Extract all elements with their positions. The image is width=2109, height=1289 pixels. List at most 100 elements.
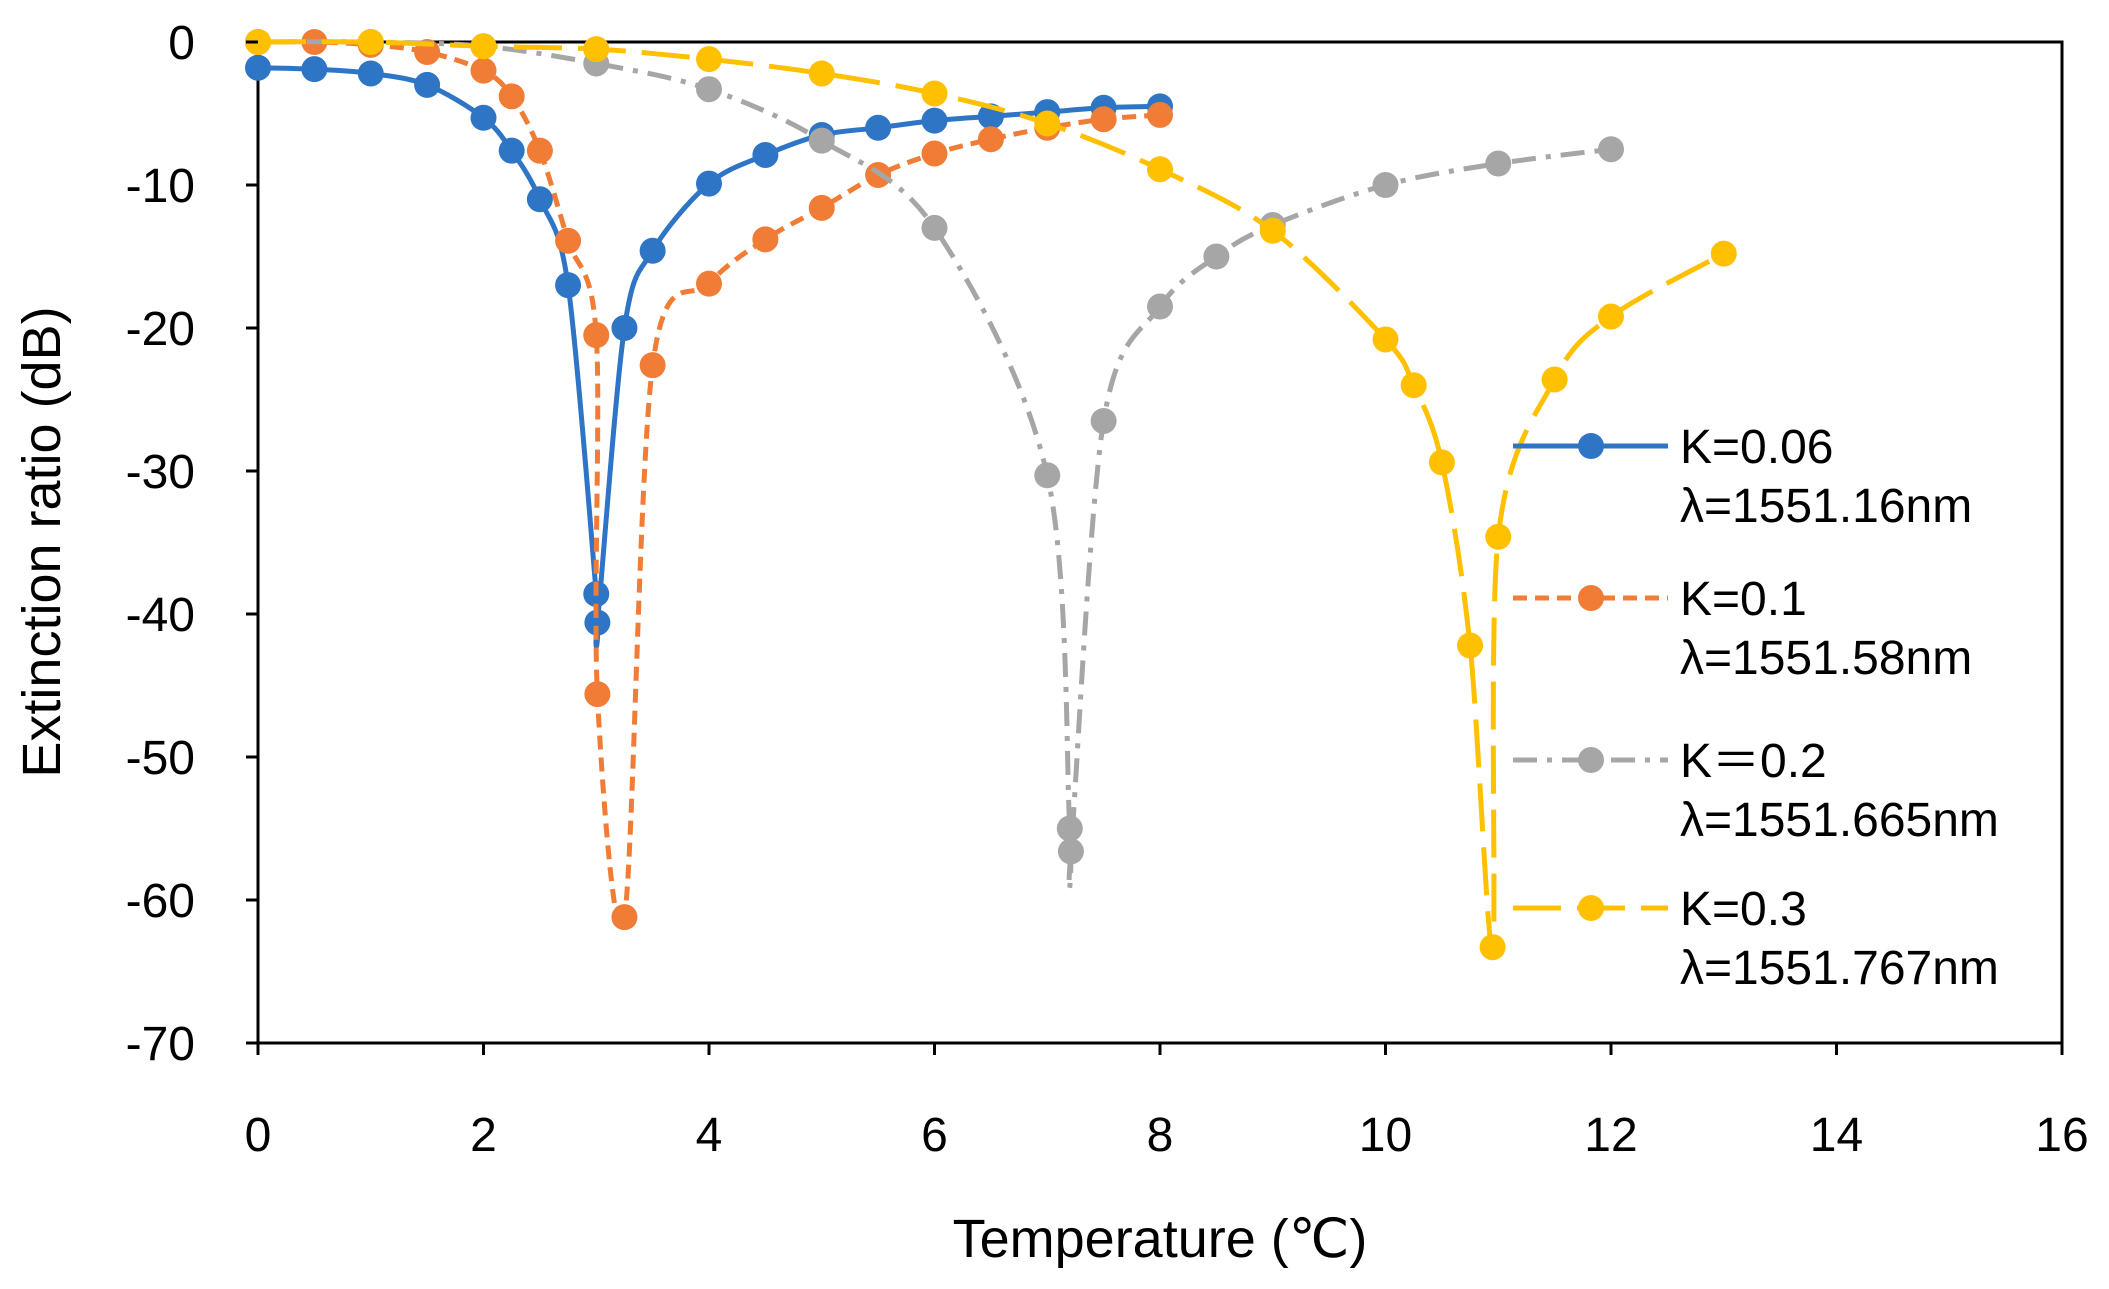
legend-label: K＝0.2 — [1680, 735, 1827, 788]
data-point — [1147, 156, 1173, 183]
data-point — [921, 107, 948, 134]
data-point — [1485, 523, 1512, 550]
legend-label: K=0.3 — [1680, 883, 1807, 936]
data-point — [357, 60, 384, 87]
data-point — [1710, 240, 1737, 267]
x-tick-label: 16 — [2035, 1109, 2088, 1162]
data-point — [696, 46, 722, 73]
series-4 — [245, 29, 1737, 961]
data-point — [1147, 101, 1173, 128]
y-tick-label: -10 — [126, 160, 195, 213]
legend-swatch-marker — [1578, 433, 1604, 459]
y-axis-title: Extinction ratio (dB) — [12, 306, 72, 777]
data-point — [808, 194, 835, 221]
y-tick-label: -20 — [126, 303, 195, 356]
legend-entry-1: K=0.06 λ=1551.16nm — [1513, 421, 1972, 533]
x-tick-label: 10 — [1359, 1109, 1412, 1162]
series-line — [257, 39, 1612, 892]
data-point — [752, 141, 779, 168]
data-point — [1541, 366, 1568, 393]
data-point — [1057, 838, 1084, 865]
data-point — [555, 227, 582, 254]
series-line — [257, 39, 1725, 951]
data-point — [470, 57, 497, 84]
data-point — [1090, 106, 1117, 133]
data-point — [498, 137, 525, 164]
data-point — [1372, 172, 1399, 198]
data-point — [921, 140, 948, 167]
legend-entry-2: K=0.1 λ=1551.58nm — [1513, 573, 1972, 685]
data-point — [1147, 293, 1173, 320]
legend-swatch-marker — [1578, 895, 1604, 921]
legend-sublabel: λ=1551.665nm — [1680, 794, 1999, 847]
data-point — [1428, 449, 1455, 476]
x-tick-label: 14 — [1810, 1109, 1863, 1162]
data-point — [526, 186, 553, 213]
legend-sublabel: λ=1551.16nm — [1680, 480, 1972, 533]
data-point — [752, 226, 779, 253]
series-layer — [245, 29, 1737, 961]
x-axis-ticks: 0 2 4 6 8 10 12 14 16 — [245, 1043, 2089, 1162]
series-1 — [245, 54, 1173, 649]
legend: K=0.06 λ=1551.16nm K=0.1 λ=1551.58nm K＝0.2 λ=… — [1513, 421, 1999, 995]
data-point — [696, 270, 722, 297]
data-point — [1259, 217, 1286, 244]
x-tick-label: 0 — [245, 1109, 272, 1162]
x-tick-label: 4 — [696, 1109, 723, 1162]
series-line — [257, 65, 1161, 649]
data-point — [1598, 303, 1624, 330]
data-point — [357, 29, 384, 55]
legend-entry-4: K=0.3 λ=1551.767nm — [1513, 883, 1999, 995]
data-point — [526, 137, 553, 164]
data-point — [1400, 372, 1427, 399]
data-point — [1034, 110, 1061, 137]
data-point — [977, 126, 1004, 153]
legend-swatch-marker — [1578, 747, 1604, 773]
data-point — [921, 214, 948, 241]
data-point — [808, 127, 835, 154]
x-axis-title: Temperature (℃) — [953, 1209, 1368, 1269]
legend-label: K=0.1 — [1680, 573, 1807, 626]
data-point — [921, 80, 948, 107]
series-2 — [245, 29, 1173, 931]
data-point — [584, 609, 611, 636]
legend-sublabel: λ=1551.58nm — [1680, 632, 1972, 685]
data-point — [584, 681, 611, 708]
legend-label: K=0.06 — [1680, 421, 1833, 474]
y-tick-label: -40 — [126, 589, 195, 642]
data-point — [1479, 934, 1506, 961]
y-axis-ticks: 0 -10 -20 -30 -40 -50 -60 -70 — [126, 17, 258, 1071]
data-point — [696, 76, 722, 103]
data-point — [498, 83, 525, 110]
y-tick-label: -60 — [126, 875, 195, 928]
x-tick-label: 2 — [470, 1109, 497, 1162]
legend-sublabel: λ=1551.767nm — [1680, 942, 1999, 995]
x-tick-label: 8 — [1147, 1109, 1174, 1162]
data-point — [583, 36, 610, 63]
data-point — [1485, 150, 1512, 177]
data-point — [639, 237, 666, 264]
data-point — [1034, 462, 1061, 489]
y-tick-label: 0 — [168, 17, 195, 70]
data-point — [470, 104, 497, 131]
data-point — [414, 71, 441, 98]
x-tick-label: 12 — [1584, 1109, 1637, 1162]
data-point — [555, 272, 582, 299]
data-point — [470, 33, 497, 60]
data-point — [611, 904, 638, 931]
data-point — [611, 315, 638, 341]
legend-swatch-marker — [1578, 585, 1604, 611]
y-tick-label: -30 — [126, 446, 195, 499]
data-point — [583, 322, 610, 349]
y-tick-label: -50 — [126, 732, 195, 785]
data-point — [1203, 243, 1230, 270]
data-point — [639, 352, 666, 379]
data-point — [1457, 632, 1484, 659]
data-point — [808, 60, 835, 87]
x-tick-label: 6 — [921, 1109, 948, 1162]
data-point — [301, 56, 328, 83]
data-point — [1090, 407, 1117, 434]
data-point — [1598, 136, 1624, 163]
data-point — [865, 114, 892, 141]
